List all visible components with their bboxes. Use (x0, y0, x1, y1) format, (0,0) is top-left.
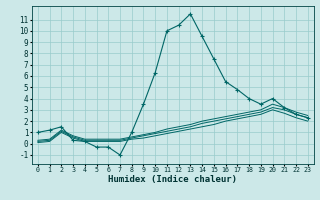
X-axis label: Humidex (Indice chaleur): Humidex (Indice chaleur) (108, 175, 237, 184)
